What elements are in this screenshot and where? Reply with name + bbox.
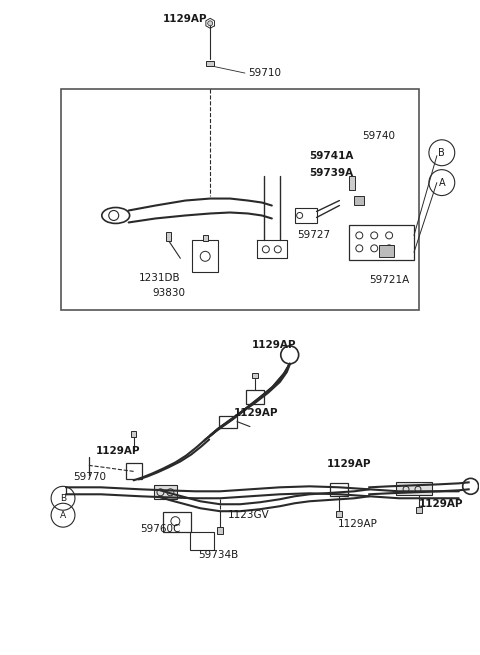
Bar: [330, 483, 348, 496]
Bar: [206, 61, 214, 66]
Text: A: A: [60, 511, 66, 519]
Text: 59760C: 59760C: [141, 524, 181, 534]
Bar: [295, 208, 316, 223]
Text: 59727: 59727: [298, 231, 331, 240]
Bar: [349, 225, 414, 260]
Text: 59770: 59770: [73, 472, 106, 482]
Bar: [354, 196, 364, 204]
Text: 1231DB: 1231DB: [139, 273, 180, 283]
Text: 1129AP: 1129AP: [337, 519, 377, 529]
Bar: [416, 507, 422, 514]
Text: B: B: [60, 494, 66, 503]
Text: A: A: [439, 178, 445, 187]
Bar: [166, 232, 171, 241]
Text: 1129AP: 1129AP: [326, 459, 371, 470]
Bar: [131, 430, 136, 436]
Text: 59721A: 59721A: [369, 275, 409, 285]
Bar: [349, 176, 355, 189]
Bar: [203, 235, 208, 241]
Bar: [154, 485, 178, 499]
Circle shape: [208, 21, 213, 26]
Bar: [219, 416, 237, 428]
Bar: [126, 464, 142, 479]
Bar: [192, 240, 218, 272]
Text: 1129AP: 1129AP: [252, 340, 297, 350]
Bar: [217, 527, 223, 534]
Text: 59741A: 59741A: [310, 151, 354, 160]
Bar: [61, 89, 419, 310]
Text: 93830: 93830: [153, 288, 185, 298]
Bar: [379, 246, 394, 257]
Text: 59740: 59740: [362, 131, 396, 141]
Text: 1129AP: 1129AP: [234, 407, 278, 418]
Bar: [252, 373, 258, 379]
Text: 59739A: 59739A: [310, 168, 354, 178]
Text: 1129AP: 1129AP: [419, 499, 464, 509]
Bar: [246, 390, 264, 403]
Bar: [396, 482, 432, 495]
Bar: [190, 532, 214, 550]
Text: 59734B: 59734B: [198, 550, 239, 560]
Text: 1123GV: 1123GV: [228, 510, 270, 520]
Text: 1129AP: 1129AP: [163, 14, 207, 24]
Text: B: B: [438, 148, 445, 158]
Text: 59710: 59710: [248, 68, 281, 78]
Bar: [164, 512, 192, 532]
Bar: [336, 511, 342, 517]
Text: 1129AP: 1129AP: [96, 447, 140, 457]
